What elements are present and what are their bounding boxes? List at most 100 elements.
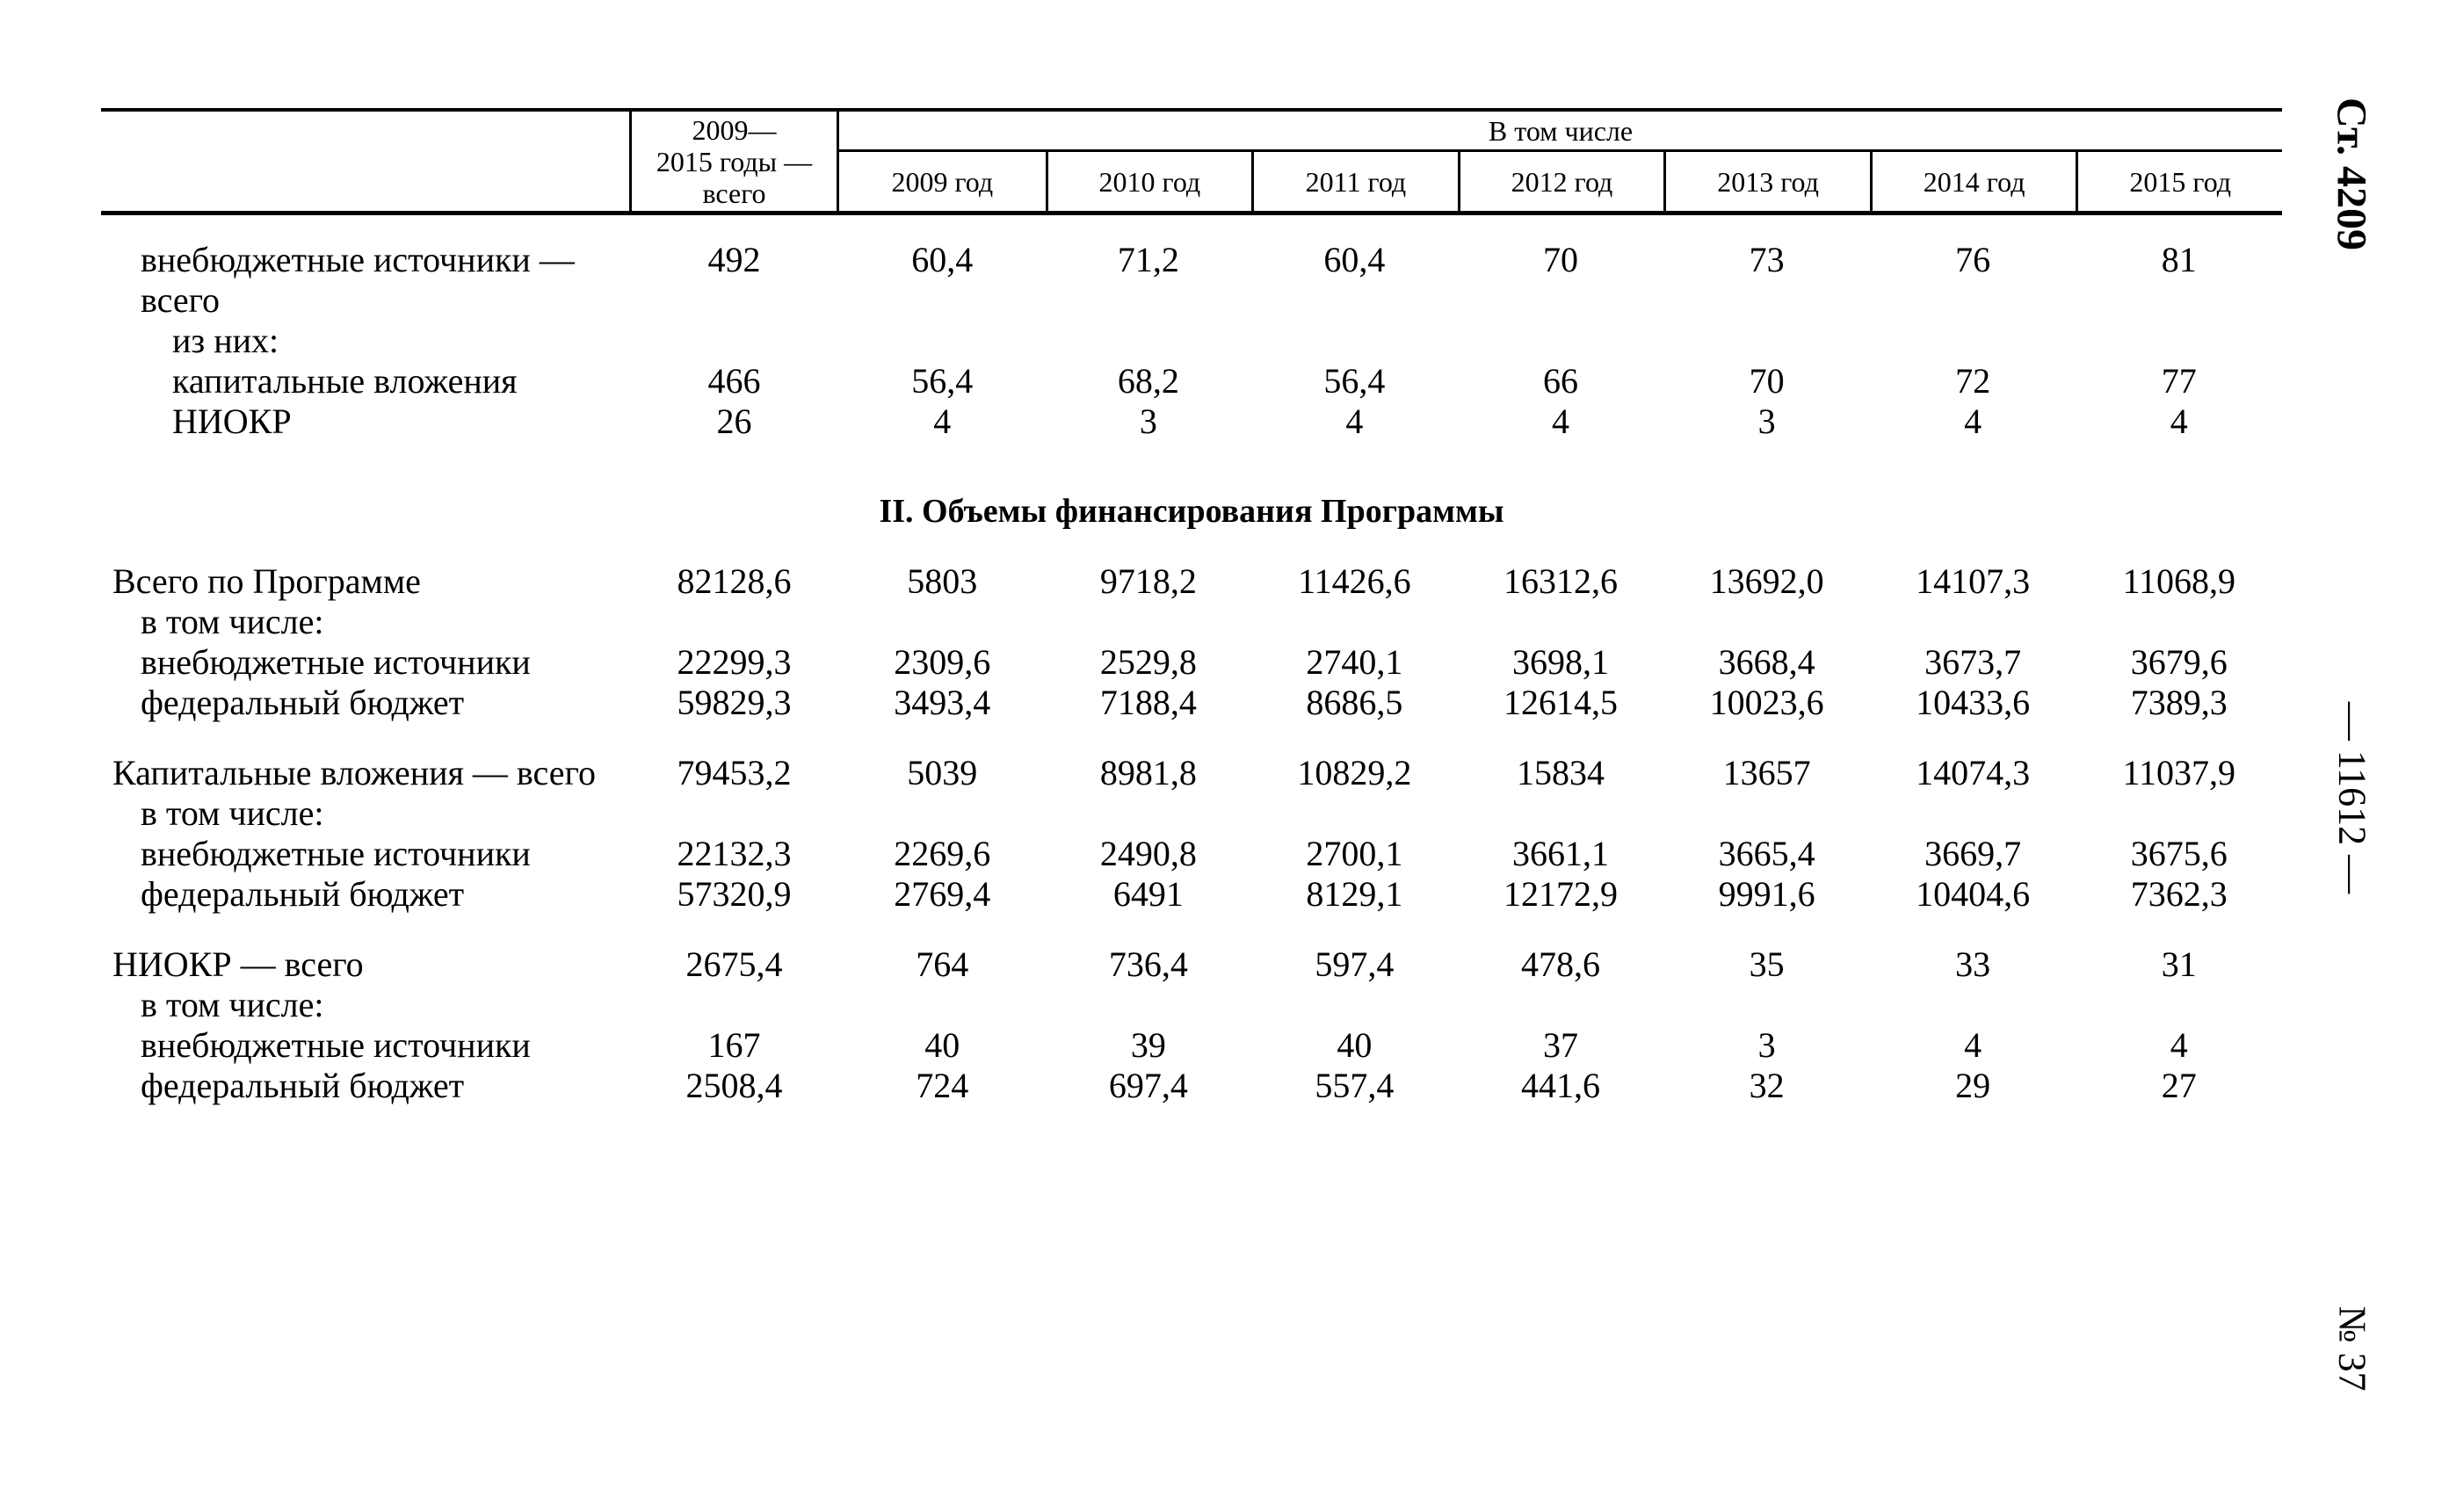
value-year-2013: 73 (1749, 240, 1785, 279)
value-year-2012: 66 (1542, 361, 1578, 401)
row-label: внебюджетные источники (141, 1025, 531, 1065)
table-header: 2009— 2015 годы — всего В том числе 2009… (101, 108, 2282, 215)
table-body: внебюджетные источники — всего 492 60,4 71,2… (101, 240, 2282, 1106)
value-total: 22299,3 (677, 642, 792, 682)
value-year-2011: 10829,2 (1297, 753, 1412, 792)
value-year-2011: 4 (1345, 402, 1364, 441)
value-year-2012: 70 (1542, 240, 1578, 279)
value-year-2010: 7188,4 (1099, 683, 1197, 722)
value-year-2009: 724 (916, 1066, 969, 1105)
value-year-2015: 7362,3 (2130, 874, 2228, 914)
value-year-2010: 2490,8 (1099, 834, 1197, 873)
value-year-2011: 8129,1 (1306, 874, 1403, 914)
value-year-2013: 3 (1757, 402, 1776, 441)
table-row: в том числе: (101, 985, 2282, 1025)
value-year-2013: 10023,6 (1709, 683, 1824, 722)
table-row: из них: (101, 321, 2282, 361)
table-row: Всего по Программе 82128,6 5803 9718,2 11426… (101, 561, 2282, 602)
row-label: в том числе: (141, 985, 324, 1024)
value-year-2012: 37 (1542, 1025, 1578, 1065)
col-header-year-2011: 2011 год (1251, 152, 1458, 211)
value-total: 2675,4 (685, 944, 783, 984)
value-year-2015: 31 (2161, 944, 2197, 984)
value-year-2013: 3668,4 (1718, 642, 1815, 682)
value-year-2009: 5803 (907, 561, 978, 601)
value-year-2013: 35 (1749, 944, 1785, 984)
value-year-2011: 60,4 (1323, 240, 1386, 279)
value-year-2009: 2269,6 (894, 834, 991, 873)
value-year-2014: 10433,6 (1916, 683, 2031, 722)
value-year-2015: 3679,6 (2130, 642, 2228, 682)
table-row: внебюджетные источники 22132,3 2269,6 2490,… (101, 834, 2282, 874)
value-year-2010: 697,4 (1108, 1066, 1188, 1105)
value-total: 466 (707, 361, 761, 401)
table-row: в том числе: (101, 793, 2282, 834)
value-year-2010: 68,2 (1117, 361, 1179, 401)
value-year-2014: 72 (1955, 361, 1991, 401)
row-label: внебюджетные источники (141, 642, 531, 682)
finance-table: 2009— 2015 годы — всего В том числе 2009… (101, 108, 2282, 1106)
col-header-year-2012: 2012 год (1457, 152, 1664, 211)
value-year-2014: 14074,3 (1916, 753, 2031, 792)
value-year-2009: 56,4 (911, 361, 974, 401)
row-label: федеральный бюджет (141, 1066, 465, 1105)
value-year-2010: 8981,8 (1099, 753, 1197, 792)
value-year-2015: 4 (2170, 402, 2188, 441)
value-year-2014: 3673,7 (1924, 642, 2022, 682)
value-year-2013: 3665,4 (1718, 834, 1815, 873)
table-row: федеральный бюджет 59829,3 3493,4 7188,4 868… (101, 683, 2282, 723)
col-header-total-2009-2015: 2009— 2015 годы — всего (629, 112, 839, 211)
value-year-2010: 3 (1139, 402, 1157, 441)
table-row: капитальные вложения 466 56,4 68,2 56,4 66 70 7… (101, 361, 2282, 402)
value-year-2011: 557,4 (1315, 1066, 1395, 1105)
value-year-2012: 12172,9 (1503, 874, 1618, 914)
col-header-year-2014: 2014 год (1869, 152, 2076, 211)
table-row: Капитальные вложения — всего 79453,2 5039 8… (101, 753, 2282, 793)
col-header-total-line2: 2015 годы — (656, 145, 813, 177)
value-year-2009: 5039 (907, 753, 978, 792)
value-year-2010: 6491 (1112, 874, 1184, 914)
value-year-2010: 736,4 (1108, 944, 1188, 984)
value-total: 2508,4 (685, 1066, 783, 1105)
value-year-2013: 9991,6 (1718, 874, 1815, 914)
row-label: из них: (172, 321, 279, 360)
value-year-2009: 4 (933, 402, 952, 441)
table-row: в том числе: (101, 602, 2282, 642)
value-year-2012: 4 (1551, 402, 1569, 441)
value-year-2015: 27 (2161, 1066, 2197, 1105)
value-year-2011: 40 (1337, 1025, 1373, 1065)
value-year-2011: 11426,6 (1298, 561, 1411, 601)
value-year-2009: 2769,4 (894, 874, 991, 914)
row-label: федеральный бюджет (141, 874, 465, 914)
value-year-2014: 14107,3 (1916, 561, 2031, 601)
value-year-2009: 2309,6 (894, 642, 991, 682)
margin-page-number: — 11612 — (2330, 701, 2374, 894)
value-total: 22132,3 (677, 834, 792, 873)
table-row: НИОКР 26 4 3 4 4 3 4 4 (101, 402, 2282, 442)
value-year-2010: 71,2 (1117, 240, 1179, 279)
col-header-group-label: В том числе (839, 112, 2282, 152)
value-year-2011: 56,4 (1323, 361, 1386, 401)
value-total: 26 (716, 402, 752, 441)
table-row: внебюджетные источники 22299,3 2309,6 2529,… (101, 642, 2282, 683)
row-label: НИОКР — всего (112, 944, 364, 984)
value-year-2015: 7389,3 (2130, 683, 2228, 722)
value-year-2015: 4 (2170, 1025, 2188, 1065)
value-year-2014: 76 (1955, 240, 1991, 279)
value-year-2014: 4 (1964, 1025, 1982, 1065)
value-year-2012: 16312,6 (1503, 561, 1618, 601)
row-label: НИОКР (172, 402, 292, 441)
value-total: 57320,9 (677, 874, 792, 914)
value-year-2012: 478,6 (1520, 944, 1600, 984)
row-label: в том числе: (141, 602, 324, 641)
row-label: Всего по Программе (112, 561, 421, 601)
value-year-2012: 15834 (1516, 753, 1605, 792)
section-1-rows: внебюджетные источники — всего 492 60,4 71,2… (101, 240, 2282, 442)
value-year-2011: 2740,1 (1306, 642, 1403, 682)
col-header-year-2010: 2010 год (1045, 152, 1252, 211)
table-row: внебюджетные источники — всего 492 60,4 71,2… (101, 240, 2282, 321)
value-total: 167 (707, 1025, 761, 1065)
row-label: капитальные вложения (172, 361, 518, 401)
table-row: федеральный бюджет 57320,9 2769,4 6491 8129,… (101, 874, 2282, 915)
